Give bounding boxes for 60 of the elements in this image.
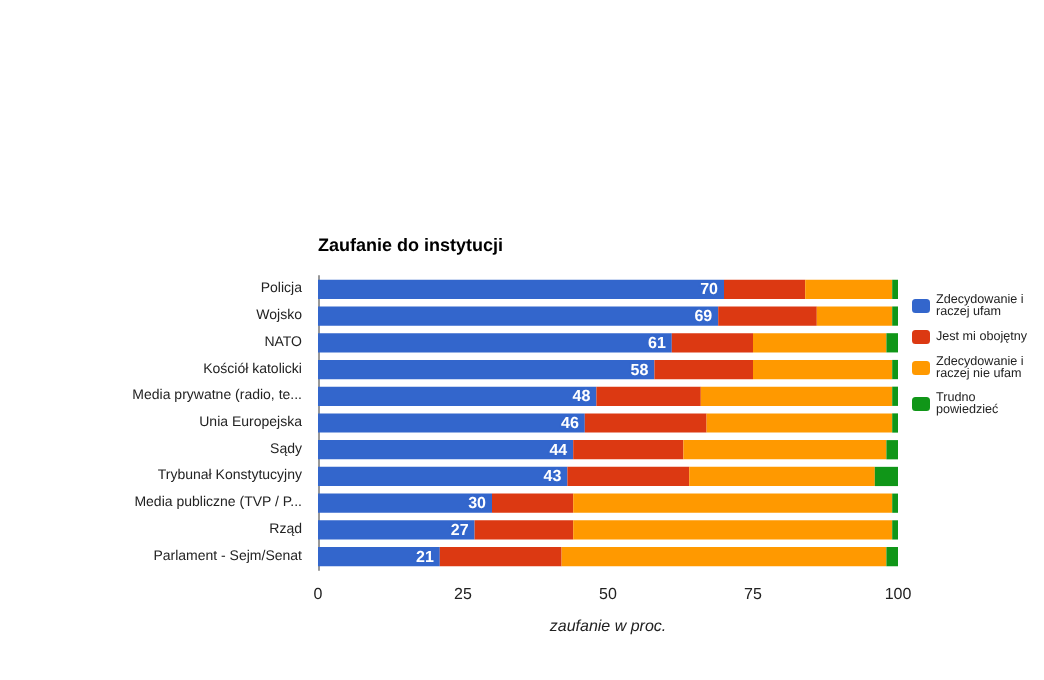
data-label: 44 — [549, 440, 569, 459]
bar — [886, 547, 898, 567]
x-tick-label: 0 — [313, 585, 324, 603]
bar — [874, 466, 898, 487]
bar — [573, 520, 893, 540]
x-tick-label: 75 — [744, 585, 763, 603]
bar — [892, 413, 898, 433]
bar — [753, 333, 887, 353]
bar — [886, 333, 898, 353]
bar — [318, 440, 574, 460]
bar — [318, 520, 475, 540]
bar — [689, 466, 875, 487]
data-label: 58 — [630, 360, 650, 379]
bar — [718, 306, 817, 326]
data-label: 43 — [543, 467, 563, 486]
x-tick-label: 25 — [454, 585, 473, 603]
bar — [892, 359, 898, 380]
bar — [318, 333, 672, 353]
bar — [892, 306, 898, 326]
bar — [886, 440, 898, 460]
bar — [573, 440, 684, 460]
bar — [573, 493, 893, 513]
bar — [318, 466, 568, 487]
bar — [567, 466, 690, 487]
bar — [584, 413, 707, 433]
x-tick-label: 50 — [599, 585, 618, 603]
bar — [700, 386, 893, 406]
data-label: 21 — [415, 547, 435, 566]
data-label: 61 — [647, 333, 667, 352]
bar — [892, 493, 898, 513]
bar — [671, 333, 753, 353]
bar — [492, 493, 574, 513]
bar — [596, 386, 701, 406]
bar — [318, 386, 597, 406]
data-label: 69 — [694, 307, 714, 326]
bar — [805, 279, 893, 299]
data-label: 48 — [572, 387, 592, 406]
bar — [706, 413, 893, 433]
bar — [439, 547, 562, 567]
bar — [318, 413, 585, 433]
bar — [654, 359, 753, 380]
bar — [892, 386, 898, 406]
bar — [683, 440, 887, 460]
data-label: 70 — [700, 280, 720, 299]
bar — [474, 520, 574, 540]
bar — [724, 279, 806, 299]
bar — [892, 279, 898, 299]
x-axis-title: zaufanie w proc. — [547, 617, 667, 635]
bar — [318, 306, 719, 326]
chart-title: Zaufanie do instytucji — [318, 235, 504, 255]
bar — [561, 547, 887, 567]
x-tick-label: 100 — [884, 585, 913, 603]
data-label: 27 — [450, 520, 470, 539]
data-label: 30 — [468, 494, 488, 513]
bar — [318, 359, 655, 380]
bar — [318, 279, 724, 299]
bar — [753, 359, 893, 380]
data-label: 46 — [560, 414, 580, 432]
bar — [816, 306, 893, 326]
bar — [892, 520, 898, 540]
